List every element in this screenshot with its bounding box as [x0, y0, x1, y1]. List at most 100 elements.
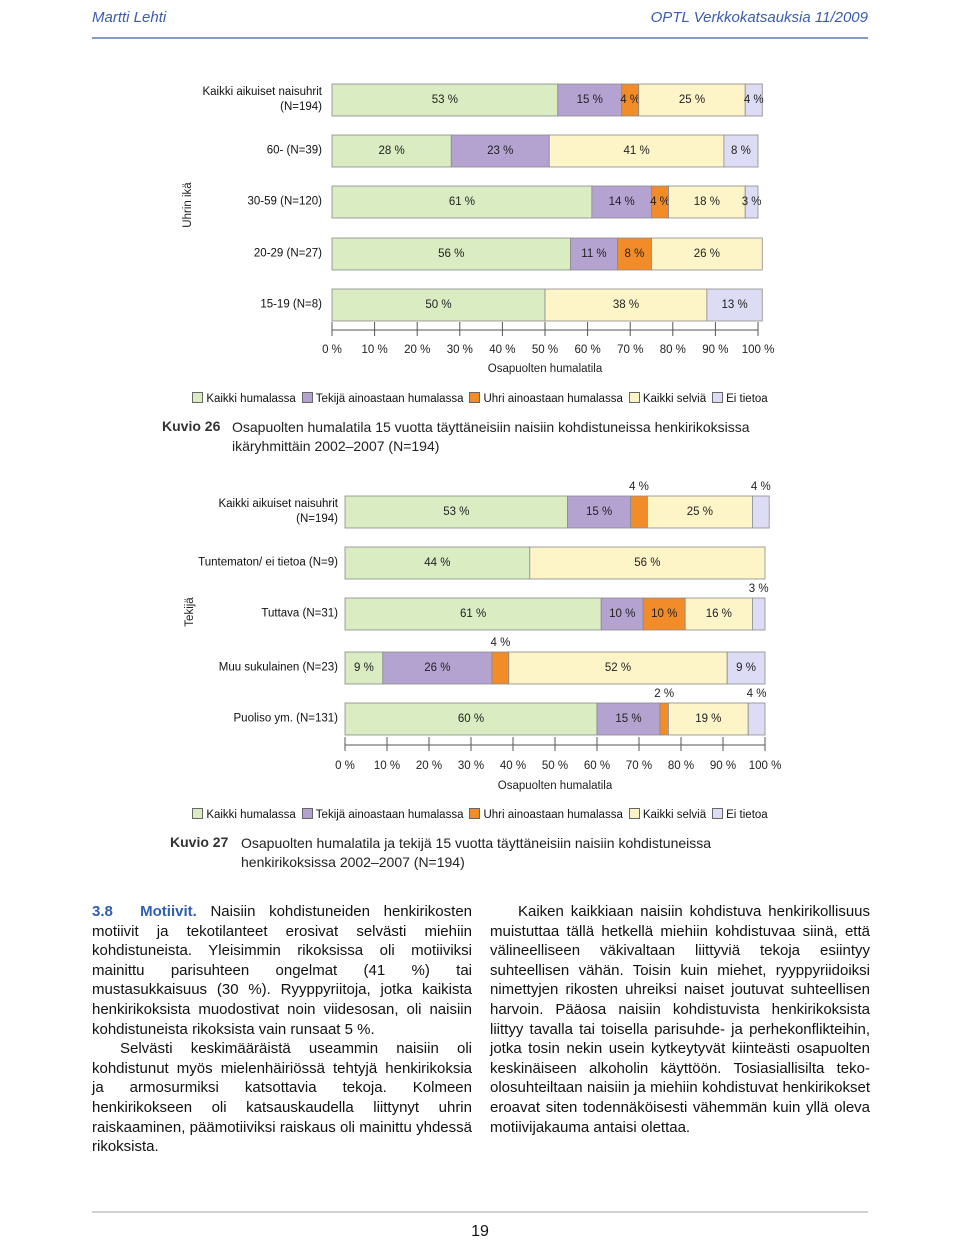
- value-label: 8 %: [731, 145, 751, 157]
- bar-segment: [331, 134, 452, 168]
- bar-segment: [570, 237, 618, 271]
- bar-segment: [752, 597, 766, 631]
- bar-segment: [744, 185, 759, 219]
- section-number: 3.8: [92, 903, 113, 920]
- value-label: 9 %: [354, 662, 374, 674]
- bar-segment: [331, 288, 546, 322]
- paragraph: 3.8 Motiivit. Naisiin kohdistuneiden hen…: [92, 902, 472, 1039]
- category-label: 20-29 (N=27): [253, 247, 322, 260]
- value-label: 11 %: [581, 248, 606, 260]
- legend-item: Uhri ainoastaan humalassa: [469, 392, 623, 405]
- header-author: Martti Lehti: [92, 9, 167, 26]
- category-label: Muu sukulainen (N=23): [218, 661, 338, 674]
- category-label: Tuttava (N=31): [261, 607, 338, 620]
- bar-segment: [491, 651, 510, 685]
- category-label: Tuntematon/ ei tietoa (N=9): [198, 556, 338, 569]
- bar-segment: [651, 237, 763, 271]
- bar-segment: [726, 651, 766, 685]
- value-label: 38 %: [613, 299, 639, 311]
- x-tick-label: 90 %: [702, 344, 728, 356]
- value-label: 61 %: [460, 608, 486, 620]
- legend-item: Ei tietoa: [712, 392, 768, 405]
- legend-label: Uhri ainoastaan humalassa: [483, 393, 623, 405]
- legend-label: Uhri ainoastaan humalassa: [483, 809, 623, 821]
- legend-item: Kaikki humalassa: [192, 392, 296, 405]
- paragraph: Selvästi keskimääräistä useammin naisiin…: [92, 1040, 472, 1156]
- value-label: 53 %: [432, 94, 458, 106]
- bar-segment: [344, 702, 598, 736]
- legend-swatch: [712, 808, 724, 819]
- bar-segment: [600, 597, 644, 631]
- legend-swatch: [469, 808, 481, 819]
- value-label: 2 %: [654, 688, 674, 700]
- legend-label: Kaikki selviä: [642, 393, 707, 405]
- value-label: 8 %: [625, 248, 645, 260]
- x-tick-label: 100 %: [742, 344, 775, 356]
- x-tick-label: 80 %: [668, 760, 694, 772]
- value-label: 19 %: [695, 713, 721, 725]
- x-tick-label: 10 %: [361, 344, 387, 356]
- value-label: 4 %: [744, 94, 764, 106]
- legend-item: Kaikki selviä: [628, 392, 707, 405]
- right-column: Kaiken kaikkiaan naisiin kohdistuva henk…: [490, 902, 870, 1137]
- value-label: 9 %: [736, 662, 756, 674]
- legend-item: Uhri ainoastaan humalassa: [469, 808, 623, 821]
- bar-segment: [630, 495, 648, 529]
- bar-segment: [382, 651, 493, 685]
- bar-segment: [331, 237, 571, 271]
- legend-swatch: [628, 808, 640, 819]
- legend-item: Kaikki humalassa: [192, 808, 296, 821]
- legend-label: Tekijä ainoastaan humalassa: [315, 393, 464, 405]
- bar-segment: [617, 237, 652, 271]
- legend-swatch: [192, 392, 204, 403]
- legend-item: Tekijä ainoastaan humalassa: [301, 392, 464, 405]
- value-label: 56 %: [438, 248, 464, 260]
- legend-swatch: [628, 392, 640, 403]
- value-label: 50 %: [425, 299, 451, 311]
- value-label: 16 %: [706, 608, 732, 620]
- value-label: 4 %: [747, 688, 767, 700]
- legend-item: Tekijä ainoastaan humalassa: [301, 808, 464, 821]
- value-label: 3 %: [742, 196, 762, 208]
- bar-segment: [642, 597, 686, 631]
- x-tick-label: 20 %: [404, 344, 430, 356]
- x-tick-label: 60 %: [574, 344, 600, 356]
- legend: Kaikki humalassa Tekijä ainoastaan humala…: [0, 808, 960, 821]
- value-label: 14 %: [609, 196, 635, 208]
- bar-segment: [752, 495, 770, 529]
- category-label: 60- (N=39): [266, 144, 322, 157]
- category-label: Puoliso ym. (N=131): [233, 712, 339, 725]
- value-label: 13 %: [721, 299, 747, 311]
- category-label: Kaikki aikuiset naisuhrit (N=194): [202, 86, 322, 113]
- bar-segment: [744, 83, 763, 117]
- value-label: 4 %: [490, 637, 510, 649]
- bar-segment: [508, 651, 728, 685]
- value-label: 56 %: [634, 557, 660, 569]
- category-label: Kaikki aikuiset naisuhrit (N=194): [218, 498, 338, 525]
- x-tick-label: 10 %: [374, 760, 400, 772]
- bar-segment: [557, 83, 623, 117]
- left-column: 3.8 Motiivit. Naisiin kohdistuneiden hen…: [92, 902, 472, 1157]
- x-tick-label: 90 %: [710, 760, 736, 772]
- legend-swatch: [301, 808, 313, 819]
- x-tick-label: 50 %: [542, 760, 568, 772]
- x-axis-label: Osapuolten humalatila: [498, 780, 613, 792]
- x-tick-label: 70 %: [626, 760, 652, 772]
- legend-item: Ei tietoa: [712, 808, 768, 821]
- value-label: 23 %: [487, 145, 513, 157]
- caption-label: Kuvio 26: [162, 418, 221, 434]
- bar-segment: [529, 546, 766, 580]
- bar-segment: [344, 495, 569, 529]
- x-tick-label: 40 %: [500, 760, 526, 772]
- legend-label: Tekijä ainoastaan humalassa: [315, 809, 464, 821]
- value-label: 60 %: [458, 713, 484, 725]
- bar-segment: [647, 495, 753, 529]
- bar-segment: [548, 134, 725, 168]
- x-tick-label: 100 %: [749, 760, 782, 772]
- bar-segment: [344, 546, 531, 580]
- bar-segment: [668, 185, 746, 219]
- x-tick-label: 30 %: [458, 760, 484, 772]
